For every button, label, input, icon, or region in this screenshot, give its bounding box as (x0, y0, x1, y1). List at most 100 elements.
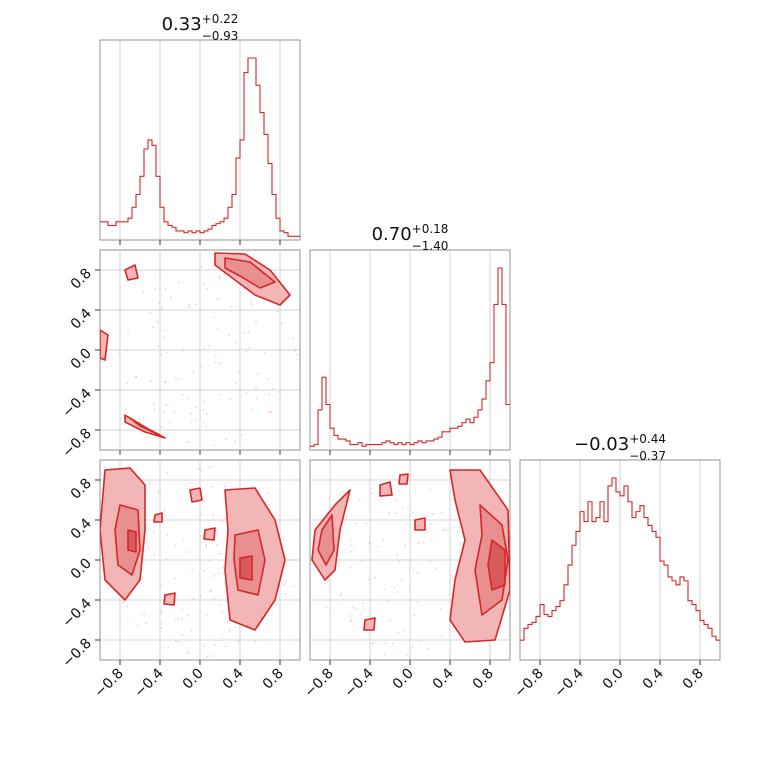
x-tick-label: −0.8 (511, 666, 546, 701)
scatter-point (162, 329, 164, 332)
title-lower-error: −1.40 (412, 239, 449, 253)
scatter-point (395, 512, 398, 515)
scatter-point (389, 620, 391, 622)
contour-region (127, 529, 137, 553)
scatter-point (160, 353, 162, 356)
scatter-point (228, 629, 231, 632)
scatter-point (211, 486, 214, 488)
scatter-point (182, 538, 185, 541)
scatter-point (178, 281, 180, 283)
scatter-point (270, 411, 272, 414)
scatter-point (190, 412, 192, 415)
scatter-point (221, 610, 224, 613)
scatter-point (148, 546, 150, 549)
scatter-point (205, 543, 208, 546)
scatter-point (181, 618, 183, 620)
scatter-point (267, 378, 270, 380)
scatter-point (198, 468, 200, 470)
scatter-point (459, 542, 462, 545)
scatter-point (157, 345, 160, 347)
scatter-point (208, 345, 210, 347)
scatter-point (350, 619, 352, 621)
scatter-point (186, 652, 189, 655)
y-tick-label: −0.4 (59, 595, 94, 630)
scatter-point (377, 546, 380, 548)
scatter-point (200, 365, 202, 368)
scatter-point (145, 622, 148, 624)
x-tick-label: −0.8 (91, 666, 126, 701)
scatter-point (166, 472, 169, 474)
scatter-point (187, 303, 190, 306)
scatter-point (121, 601, 124, 603)
scatter-point (207, 559, 210, 562)
scatter-point (153, 408, 156, 411)
scatter-point (229, 398, 232, 400)
scatter-point (385, 642, 387, 645)
scatter-point (285, 593, 287, 595)
scatter-point (205, 425, 208, 428)
scatter-point (348, 613, 351, 616)
scatter-point (186, 614, 189, 616)
scatter-point (297, 358, 299, 361)
scatter-point (225, 645, 227, 648)
scatter-point (230, 306, 233, 308)
scatter-point (285, 580, 287, 583)
contour-region (414, 517, 426, 531)
scatter-point (143, 613, 145, 615)
scatter-point (135, 376, 137, 378)
scatter-point (351, 606, 354, 609)
y-tick-label: −0.4 (59, 385, 94, 420)
scatter-point (370, 492, 373, 495)
scatter-point (141, 576, 144, 579)
scatter-point (163, 410, 165, 412)
scatter-point (235, 341, 237, 344)
scatter-point (257, 372, 259, 375)
scatter-point (202, 283, 205, 286)
scatter-point (141, 291, 144, 294)
scatter-point (172, 411, 175, 413)
x-tick-label: 0.8 (470, 666, 497, 693)
scatter-point (276, 310, 279, 313)
scatter-point (223, 583, 226, 585)
scatter-point (281, 322, 283, 324)
scatter-point (435, 567, 437, 570)
scatter-point (369, 543, 372, 545)
contour-region (379, 481, 393, 497)
scatter-point (181, 608, 183, 611)
scatter-point (255, 386, 257, 389)
scatter-point (209, 590, 212, 592)
scatter-point (355, 522, 358, 524)
x-tick-label: 0.0 (390, 666, 417, 693)
scatter-point (401, 506, 404, 509)
scatter-point (126, 348, 129, 351)
title-value: −0.03 (574, 434, 629, 455)
scatter-point (443, 528, 446, 531)
scatter-point (212, 444, 215, 447)
scatter-point (362, 601, 364, 604)
scatter-point (225, 438, 228, 440)
x-tick-label: −0.4 (551, 665, 586, 700)
scatter-point (359, 613, 362, 616)
scatter-point (255, 397, 258, 400)
scatter-point (351, 544, 353, 547)
scatter-point (255, 320, 257, 323)
scatter-point (403, 629, 405, 632)
scatter-point (166, 534, 169, 536)
contour-panel-param-3-vs-param-2: −0.8 −0.4 0.0 0.4 0.8 (301, 459, 511, 701)
scatter-point (440, 511, 443, 514)
scatter-point (195, 303, 197, 306)
scatter-point (153, 554, 156, 557)
scatter-point (218, 276, 221, 278)
scatter-point (161, 611, 163, 613)
scatter-point (203, 570, 205, 572)
scatter-point (250, 409, 253, 411)
scatter-point (194, 406, 197, 409)
scatter-point (160, 610, 162, 612)
scatter-point (456, 532, 459, 534)
panel-title: 0.70+0.18 (372, 222, 449, 245)
scatter-point (440, 634, 443, 637)
x-tick-label: −0.4 (341, 665, 376, 700)
scatter-point (199, 513, 202, 516)
contour-region (100, 329, 109, 361)
scatter-point (292, 337, 294, 340)
